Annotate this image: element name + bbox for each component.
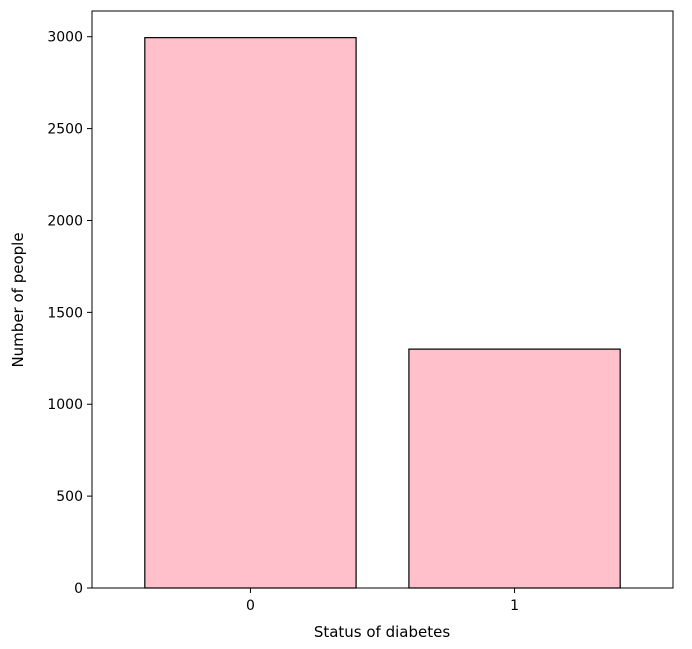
bar-1 [408, 348, 621, 589]
y-tick-label: 1500 [47, 305, 83, 321]
x-tick-label: 1 [510, 598, 519, 614]
x-tick-label: 0 [246, 598, 255, 614]
y-axis-ticks: 0 500 1000 1500 2000 2500 3000 [47, 30, 92, 597]
y-axis-label: Number of people [9, 232, 27, 367]
y-tick-label: 2000 [47, 213, 83, 229]
y-tick-label: 1000 [47, 397, 83, 413]
y-tick-label: 0 [74, 581, 83, 597]
y-tick-label: 2500 [47, 122, 83, 138]
bars-group [144, 37, 621, 589]
y-tick-label: 500 [56, 489, 83, 505]
x-axis-label: Status of diabetes [314, 623, 451, 641]
bar-0 [144, 37, 357, 589]
y-tick-label: 3000 [47, 30, 83, 46]
